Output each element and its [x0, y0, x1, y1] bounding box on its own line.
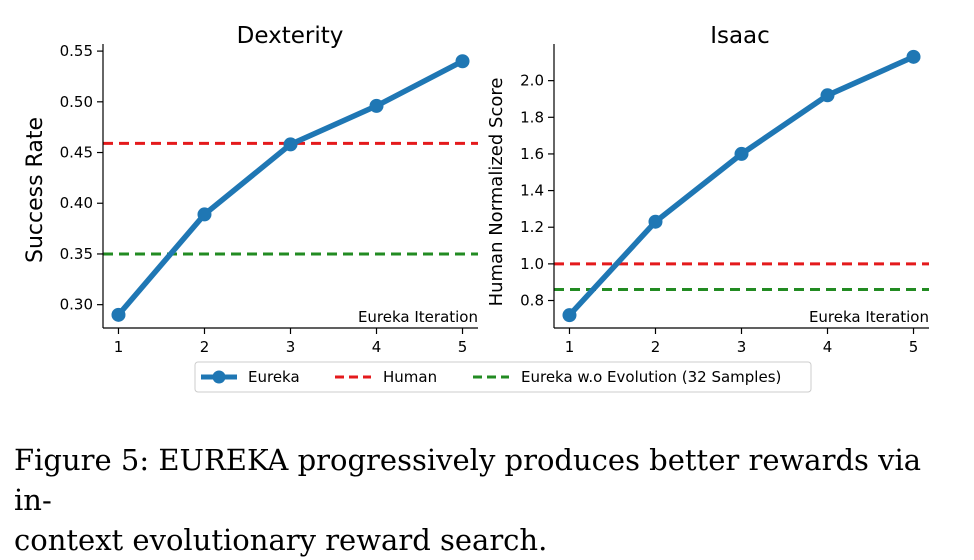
isaac-ytick-label: 1.0 [520, 255, 544, 273]
isaac-panel: Isaac Human Normalized Score Eureka Iter… [486, 23, 929, 356]
dexterity-xtick-label: 1 [114, 338, 124, 356]
dexterity-xtick-label: 2 [200, 338, 210, 356]
isaac-eureka-point [562, 308, 577, 323]
isaac-eureka-point [648, 214, 663, 229]
caption-text-line1: progressively produces better rewards vi… [14, 443, 922, 517]
caption-name-rest: UREKA [179, 443, 289, 477]
isaac-ytick-label: 2.0 [520, 72, 544, 90]
dexterity-title: Dexterity [237, 23, 344, 49]
isaac-ylabel: Human Normalized Score [486, 78, 507, 307]
isaac-xtick-label: 2 [651, 338, 661, 356]
dexterity-ytick-label: 0.50 [60, 93, 93, 111]
isaac-xtick-label: 1 [565, 338, 575, 356]
legend-eureka-label: Eureka [248, 368, 300, 386]
caption-prefix: Figure 5: [14, 443, 159, 477]
dexterity-eureka-point [455, 54, 470, 69]
figure: Dexterity Success Rate Eureka Iteration … [23, 23, 929, 393]
isaac-title: Isaac [710, 23, 770, 49]
isaac-ytick-label: 1.8 [520, 108, 544, 126]
isaac-xlabel: Eureka Iteration [809, 308, 929, 326]
legend-baseline-label: Eureka w.o Evolution (32 Samples) [521, 368, 781, 386]
legend-eureka-marker [212, 370, 226, 384]
isaac-xtick-label: 3 [737, 338, 747, 356]
dexterity-eureka-line [115, 58, 466, 318]
dexterity-ytick-label: 0.35 [60, 245, 93, 263]
dexterity-eureka-point [197, 207, 212, 222]
isaac-ytick-label: 1.4 [520, 182, 544, 200]
isaac-eureka-point [734, 146, 749, 161]
dexterity-ytick-label: 0.55 [60, 42, 93, 60]
dexterity-ytick-label: 0.40 [60, 194, 93, 212]
dexterity-eureka-point [111, 307, 126, 322]
isaac-ytick-label: 1.6 [520, 145, 544, 163]
isaac-ytick-label: 1.2 [520, 218, 544, 236]
dexterity-ytick-label: 0.45 [60, 144, 93, 162]
dexterity-panel: Dexterity Success Rate Eureka Iteration … [23, 23, 478, 356]
isaac-eureka-line [566, 54, 917, 318]
isaac-eureka-point [906, 49, 921, 64]
isaac-xtick-label: 4 [823, 338, 833, 356]
dexterity-xlabel: Eureka Iteration [358, 308, 478, 326]
isaac-ytick-label: 0.8 [520, 292, 544, 310]
legend-human-label: Human [383, 368, 437, 386]
caption-text-line2: context evolutionary reward search. [14, 523, 548, 557]
isaac-xtick-label: 5 [909, 338, 919, 356]
isaac-eureka-point [820, 88, 835, 103]
legend: Eureka Human Eureka w.o Evolution (32 Sa… [194, 361, 812, 393]
dexterity-eureka-point [369, 98, 384, 113]
dexterity-ytick-label: 0.30 [60, 296, 93, 314]
caption-name-first: E [158, 443, 180, 477]
dexterity-xtick-label: 5 [458, 338, 468, 356]
dexterity-ylabel: Success Rate [23, 117, 48, 263]
dexterity-eureka-point [283, 137, 298, 152]
dexterity-xtick-label: 3 [286, 338, 296, 356]
figure-caption: Figure 5: EUREKA progressively produces … [14, 440, 964, 560]
dexterity-xtick-label: 4 [372, 338, 382, 356]
